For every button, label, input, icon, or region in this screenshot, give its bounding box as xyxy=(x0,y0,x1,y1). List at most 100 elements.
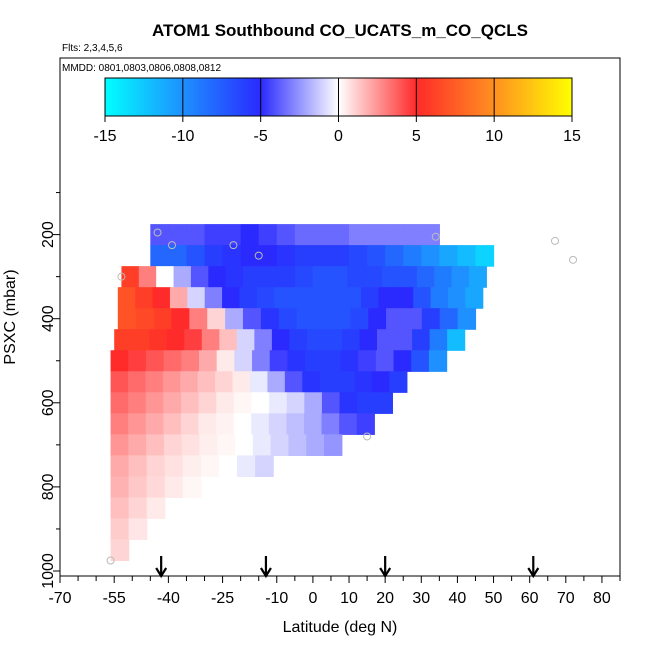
heatmap-cell xyxy=(302,371,321,393)
heatmap-cell xyxy=(168,245,188,267)
heatmap-cell xyxy=(232,371,251,393)
heatmap-cell xyxy=(184,329,203,351)
heatmap-cell xyxy=(207,308,226,330)
heatmap-cell xyxy=(181,392,200,414)
heatmap-cell xyxy=(429,329,448,351)
heatmap-cell xyxy=(393,350,412,372)
heatmap-cell xyxy=(416,266,435,288)
heatmap-cell xyxy=(110,434,129,456)
y-tick-label: 1000 xyxy=(40,553,57,589)
heatmap-cell xyxy=(447,287,466,309)
heatmap-cell xyxy=(138,266,157,288)
heatmap-cell xyxy=(377,329,396,351)
heatmap-cell xyxy=(204,245,224,267)
heatmap-cell xyxy=(163,413,182,435)
heatmap-cell xyxy=(250,371,269,393)
heatmap-cell xyxy=(110,392,129,414)
y-axis: 200 400 600 800 1000 xyxy=(40,192,60,589)
heatmap-cell xyxy=(339,413,358,435)
x-tick-label: -10 xyxy=(265,590,288,607)
x-tick-label: 50 xyxy=(485,590,503,607)
y-tick-label: 400 xyxy=(40,305,57,332)
heatmap-cell xyxy=(251,413,270,435)
circle-marker xyxy=(569,255,578,264)
x-tick-label: -70 xyxy=(48,590,71,607)
heatmap-cell xyxy=(451,266,470,288)
heatmap-cell xyxy=(439,245,459,267)
heatmap-cell xyxy=(239,287,258,309)
heatmap-cell xyxy=(357,392,376,414)
heatmap-cell xyxy=(286,413,305,435)
heatmap-cell xyxy=(152,287,171,309)
heatmap-cell xyxy=(271,329,291,351)
heatmap-cell xyxy=(308,287,327,309)
heatmap-cell xyxy=(296,308,316,330)
circle-markers xyxy=(106,228,578,565)
heatmap-cell xyxy=(156,266,175,288)
heatmap-cell xyxy=(421,308,441,330)
heatmap-cell xyxy=(110,371,129,393)
heatmap-cell xyxy=(260,308,280,330)
heatmap-cell xyxy=(128,350,147,372)
heatmap-cell xyxy=(169,287,188,309)
heatmap-cell xyxy=(171,308,190,330)
heatmap-cell xyxy=(341,329,361,351)
heatmap-cell xyxy=(225,266,244,288)
dates-label: MMDD: 0801,0803,0806,0808,0812 xyxy=(62,63,221,74)
heatmap-cell xyxy=(413,287,432,309)
plot-frame xyxy=(59,57,621,577)
heatmap-cell xyxy=(306,329,326,351)
x-tick-label: 60 xyxy=(521,590,539,607)
heatmap-cell xyxy=(294,224,314,246)
heatmap-cell xyxy=(222,287,241,309)
heatmap-cell xyxy=(146,476,166,499)
colorbar-tick-label: -15 xyxy=(93,128,116,145)
heatmap-cell xyxy=(255,455,274,477)
heatmap-cell xyxy=(322,350,342,372)
heatmap-cell xyxy=(375,350,395,372)
circle-marker xyxy=(229,241,238,250)
heatmap-cell xyxy=(181,434,201,456)
heatmap-cell xyxy=(371,371,391,393)
heatmap-cell xyxy=(217,434,236,456)
heatmap-cell xyxy=(110,350,129,372)
heatmap-cell xyxy=(222,245,242,267)
heatmap-cell xyxy=(198,413,217,435)
arrow-marker xyxy=(379,556,392,579)
colorbar: -15 -10 -5 0 5 10 15 xyxy=(93,77,581,145)
circle-marker xyxy=(168,241,176,250)
x-tick-label: 80 xyxy=(593,590,611,607)
circle-marker xyxy=(153,228,162,237)
heatmap-cell xyxy=(403,224,422,246)
heatmap-cell xyxy=(399,266,418,288)
colorbar-tick-label: 10 xyxy=(485,128,503,145)
heatmap-cell xyxy=(173,266,192,288)
heatmap-cell xyxy=(324,329,343,351)
x-tick-label: -40 xyxy=(157,590,180,607)
heatmap-cell xyxy=(314,308,334,330)
heatmap-cell xyxy=(349,224,368,246)
heatmap-cell xyxy=(166,329,185,351)
circle-marker xyxy=(254,251,263,260)
heatmap-cell xyxy=(321,392,341,414)
heatmap-cell xyxy=(190,266,209,288)
heatmap-cell xyxy=(374,392,393,414)
heatmap-cell xyxy=(145,371,164,393)
heatmap-cell xyxy=(251,392,270,414)
heatmap-cell xyxy=(110,539,130,562)
heatmap-cell xyxy=(225,308,244,330)
heatmap-cell xyxy=(269,392,288,414)
heatmap-cell xyxy=(163,350,182,372)
heatmap-cell xyxy=(216,413,235,435)
heatmap-cell xyxy=(149,329,168,351)
heatmap-cell xyxy=(368,308,387,330)
heatmap-cell xyxy=(321,413,340,435)
heatmap-cell xyxy=(146,455,166,477)
y-tick-label: 800 xyxy=(40,473,57,500)
heatmap-cell xyxy=(385,224,404,246)
heatmap-cell xyxy=(236,329,255,351)
heatmap-cell xyxy=(163,434,183,456)
heatmap-cell xyxy=(337,371,356,393)
